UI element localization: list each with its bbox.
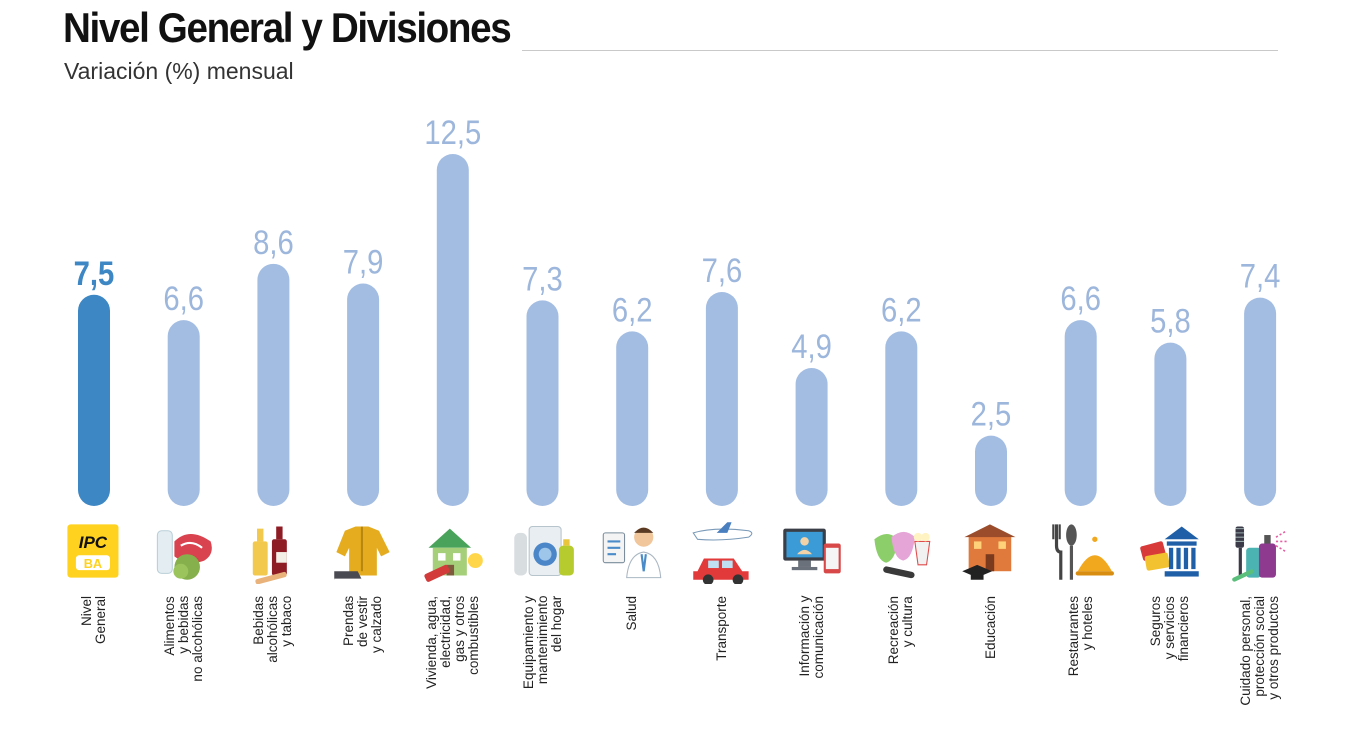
- value-label-8: 4,9: [791, 327, 832, 366]
- category-label-9: Recreación y cultura: [886, 596, 916, 665]
- bar-8: [795, 368, 828, 506]
- bar-10: [975, 435, 1007, 506]
- theater-popcorn-icon: [874, 531, 931, 579]
- bar-11: [1064, 320, 1097, 506]
- bar-6: [616, 331, 649, 506]
- value-label-7: 7,6: [702, 251, 743, 290]
- category-label-4: Vivienda, agua, electricidad, gas y otro…: [423, 596, 481, 689]
- category-label-1: Alimentos y bebidas no alcohólicas: [161, 596, 205, 682]
- value-label-13: 7,4: [1240, 257, 1281, 296]
- category-label-12: Seguros y servicios financieros: [1148, 596, 1192, 662]
- value-label-4: 12,5: [424, 113, 481, 152]
- logo-text-ipc: IPC: [79, 533, 108, 552]
- value-label-3: 7,9: [343, 242, 384, 281]
- value-label-9: 6,2: [881, 290, 922, 329]
- chart-title: Nivel General y Divisiones: [63, 4, 512, 51]
- bar-2: [257, 263, 290, 506]
- bar-1: [167, 320, 200, 506]
- bar-12: [1154, 342, 1187, 506]
- clothing-icon: [334, 526, 390, 581]
- category-label-3: Prendas de vestir y calzado: [341, 596, 385, 654]
- bar-3: [347, 283, 380, 506]
- bank-cards-icon: [1140, 526, 1200, 577]
- value-label-6: 6,2: [612, 290, 653, 329]
- category-label-5: Equipamiento y mantenimiento del hogar: [520, 596, 564, 690]
- drinks-tobacco-icon: [253, 526, 288, 584]
- title-divider: [522, 50, 1278, 51]
- food-icon: [156, 530, 212, 580]
- bar-9: [885, 331, 918, 506]
- category-label-7: Transporte: [713, 596, 729, 661]
- category-label-13: Cuidado personal, protección social y ot…: [1238, 596, 1282, 706]
- bar-4: [436, 154, 469, 506]
- cutlery-cloche-icon: [1051, 524, 1114, 580]
- computer-icon: [782, 528, 841, 574]
- ipc-ba-logo-icon: IPC BA: [67, 524, 119, 578]
- category-label-11: Restaurantes y hoteles: [1065, 596, 1095, 677]
- bar-5: [526, 300, 559, 506]
- value-label-0: 7,5: [74, 254, 115, 293]
- bar-7: [705, 291, 738, 506]
- category-label-0: Nivel General: [79, 596, 108, 645]
- category-label-8: Información y comunicación: [796, 596, 826, 679]
- bar-13: [1244, 297, 1277, 506]
- value-label-5: 7,3: [522, 259, 563, 298]
- value-label-1: 6,6: [163, 279, 204, 318]
- appliances-icon: [513, 525, 574, 577]
- value-label-2: 8,6: [253, 223, 294, 262]
- plane-car-icon: [692, 522, 753, 584]
- school-icon: [962, 524, 1016, 580]
- doctor-icon: [602, 527, 662, 579]
- category-label-10: Educación: [983, 596, 998, 660]
- house-icon: [424, 528, 483, 582]
- chart-subtitle: Variación (%) mensual: [64, 58, 294, 84]
- value-label-11: 6,6: [1060, 279, 1101, 318]
- value-label-12: 5,8: [1150, 302, 1191, 341]
- bar-0: [78, 294, 110, 506]
- logo-text-ba: BA: [84, 556, 102, 571]
- value-label-10: 2,5: [971, 395, 1012, 434]
- category-label-2: Bebidas alcohólicas y tabaco: [251, 596, 295, 663]
- category-label-6: Salud: [624, 596, 640, 631]
- personal-care-icon: [1232, 526, 1289, 582]
